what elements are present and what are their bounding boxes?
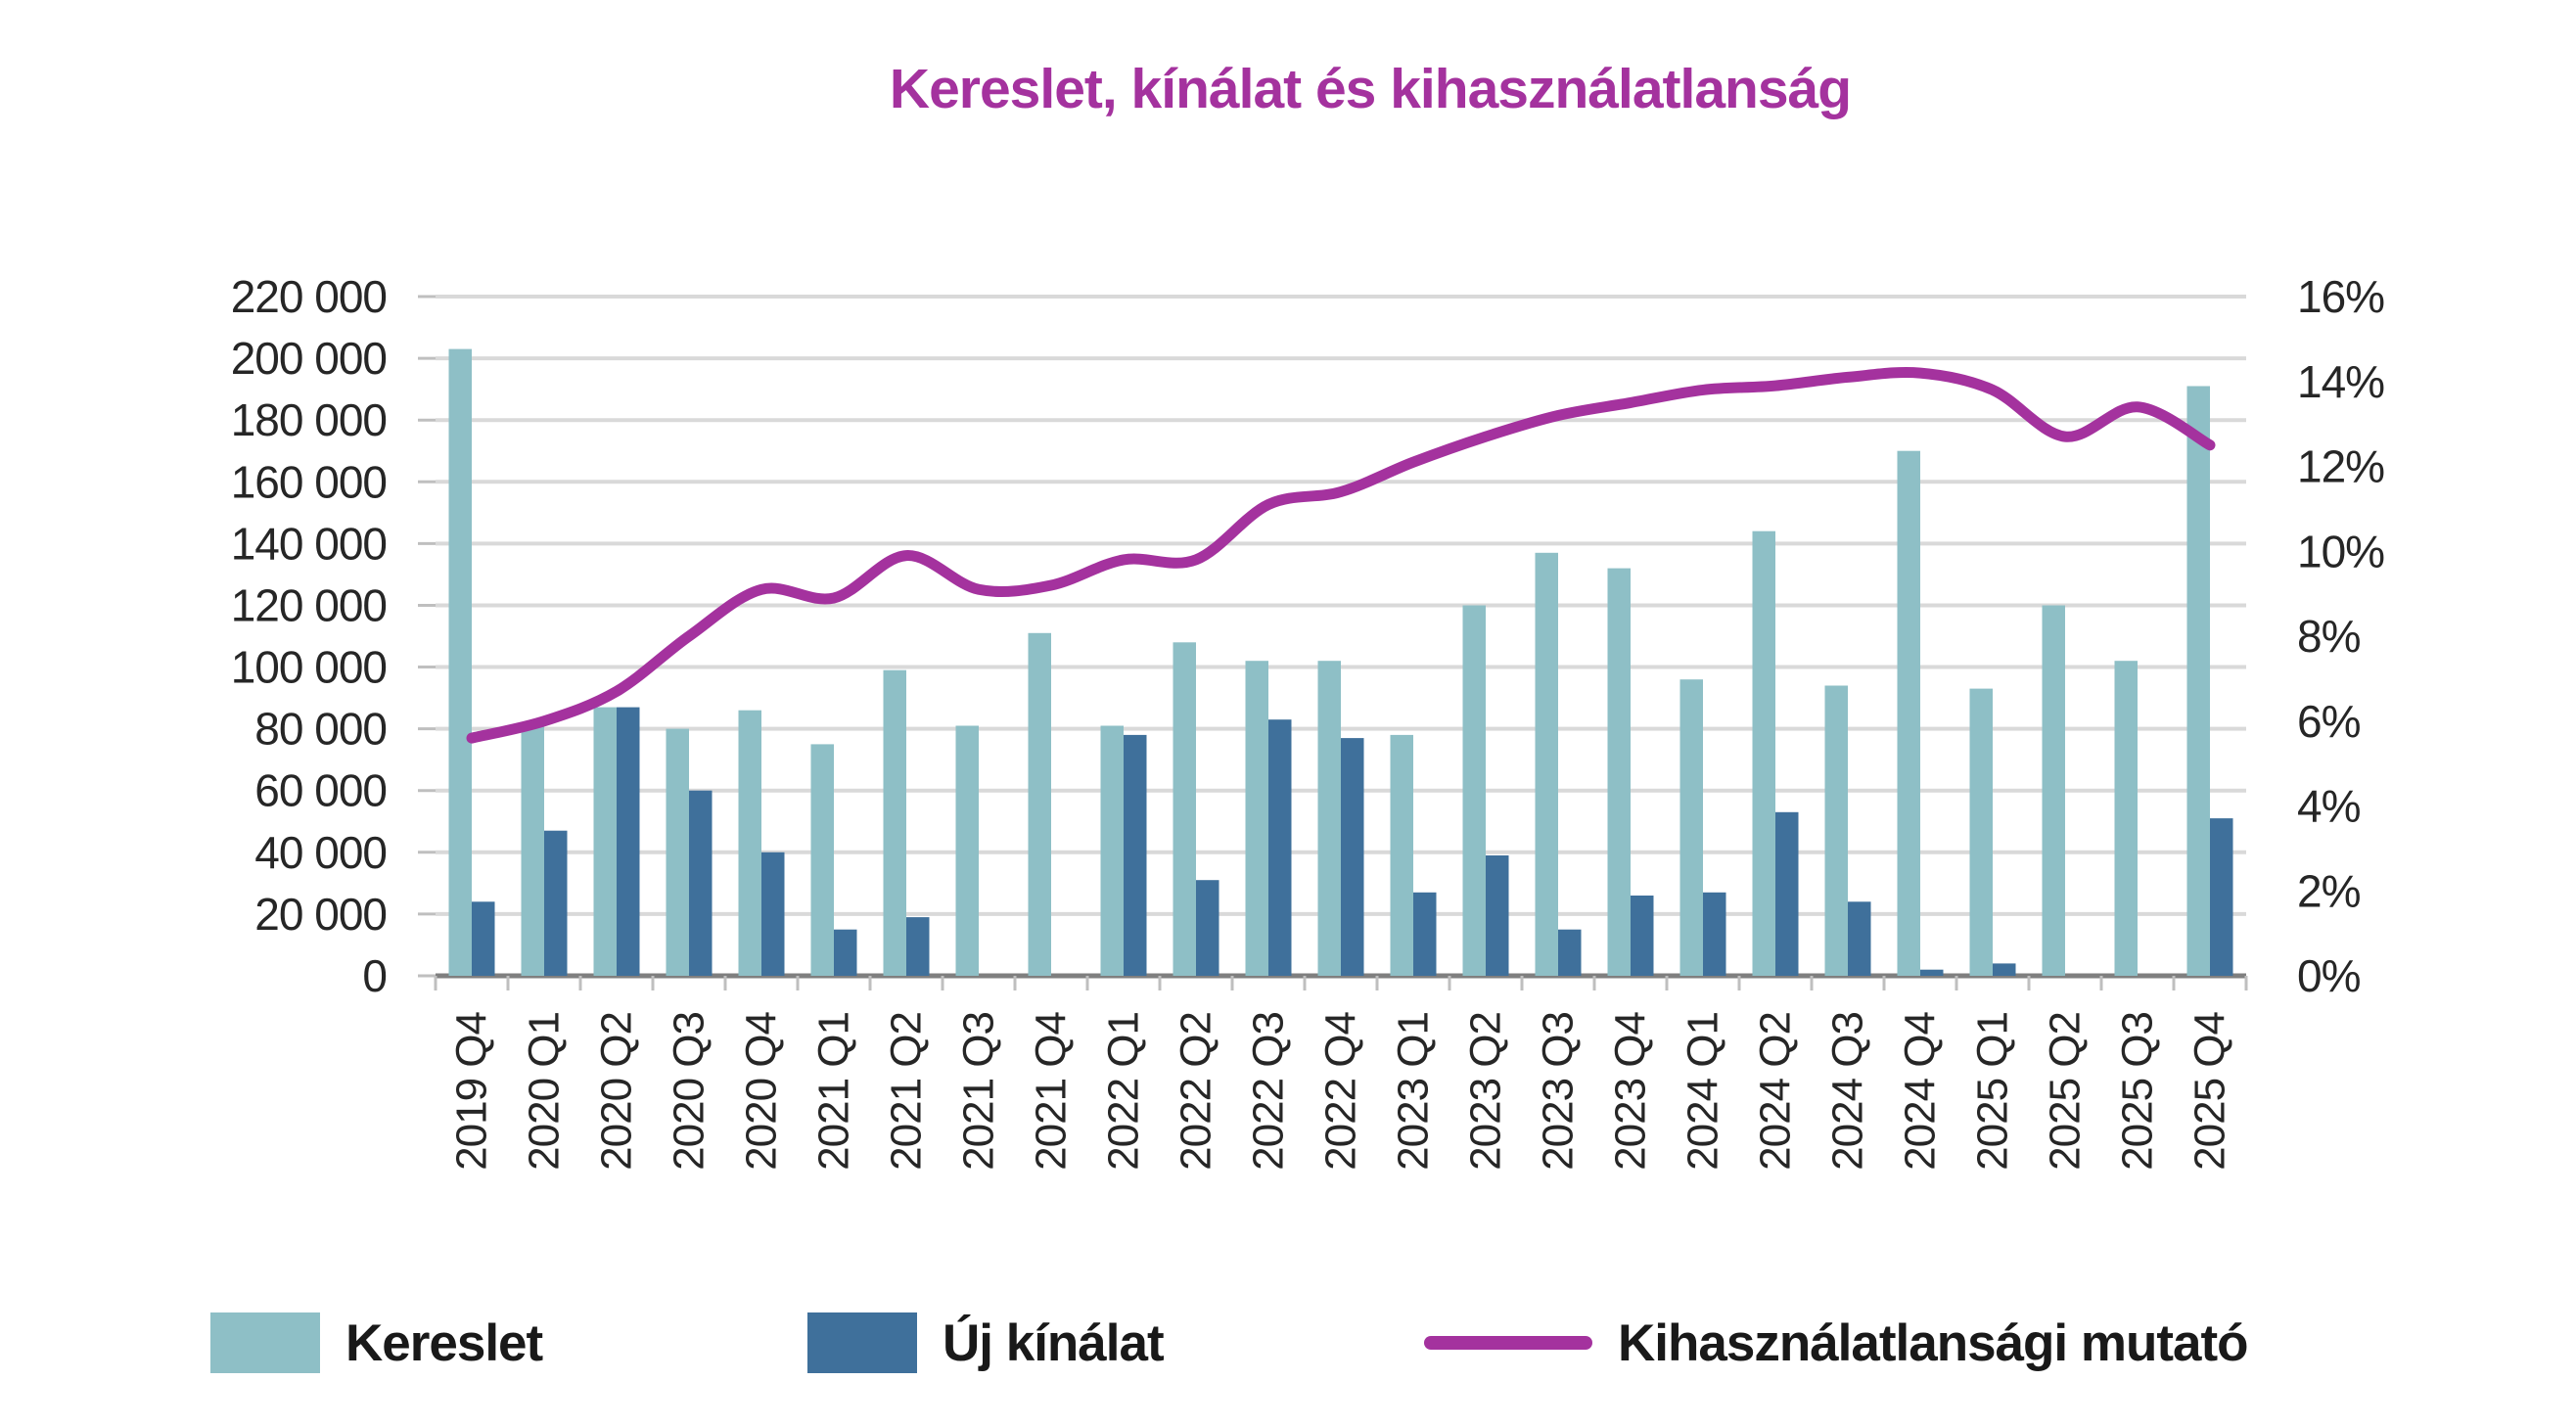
legend-label-uj-kinalat: Új kínálat bbox=[943, 1313, 1165, 1372]
bars-kereslet bbox=[448, 348, 2210, 977]
svg-text:2022 Q1: 2022 Q1 bbox=[1100, 1012, 1148, 1171]
vacancy-line-swatch bbox=[1424, 1336, 1592, 1350]
svg-text:2020 Q2: 2020 Q2 bbox=[593, 1012, 641, 1171]
svg-text:2023 Q3: 2023 Q3 bbox=[1535, 1012, 1583, 1171]
svg-text:20 000: 20 000 bbox=[254, 889, 387, 940]
svg-text:2025 Q4: 2025 Q4 bbox=[2186, 1011, 2234, 1170]
svg-text:2021 Q3: 2021 Q3 bbox=[955, 1012, 1003, 1171]
svg-text:14%: 14% bbox=[2297, 356, 2384, 407]
svg-text:2023 Q1: 2023 Q1 bbox=[1390, 1012, 1438, 1171]
legend-item-vacancy: Kihasználatlansági mutató bbox=[1424, 1304, 2249, 1382]
svg-text:2022 Q4: 2022 Q4 bbox=[1317, 1011, 1365, 1170]
legend-label-vacancy: Kihasználatlansági mutató bbox=[1618, 1313, 2249, 1372]
legend-item-uj-kinalat: Új kínálat bbox=[807, 1304, 1165, 1382]
x-axis-labels: 2019 Q4 2020 Q1 2020 Q2 2020 Q3 2020 Q4 2021 … bbox=[448, 1011, 2234, 1170]
svg-text:2020 Q4: 2020 Q4 bbox=[738, 1011, 786, 1170]
svg-text:2021 Q2: 2021 Q2 bbox=[883, 1012, 931, 1171]
svg-text:2024 Q1: 2024 Q1 bbox=[1679, 1012, 1727, 1171]
y-axis-left-labels: 0 20 000 40 000 60 000 80 000 100 000 120 000 1… bbox=[231, 271, 388, 1001]
svg-text:220 000: 220 000 bbox=[231, 271, 387, 322]
svg-text:2%: 2% bbox=[2297, 865, 2361, 916]
svg-text:2024 Q4: 2024 Q4 bbox=[1897, 1011, 1945, 1170]
svg-text:2021 Q4: 2021 Q4 bbox=[1028, 1011, 1076, 1170]
svg-text:2025 Q2: 2025 Q2 bbox=[2042, 1012, 2090, 1171]
svg-text:2020 Q3: 2020 Q3 bbox=[666, 1012, 713, 1171]
svg-text:2025 Q1: 2025 Q1 bbox=[1969, 1012, 2017, 1171]
svg-text:10%: 10% bbox=[2297, 526, 2384, 576]
svg-text:100 000: 100 000 bbox=[231, 642, 387, 693]
svg-text:12%: 12% bbox=[2297, 441, 2384, 492]
svg-text:16%: 16% bbox=[2297, 271, 2384, 322]
svg-text:2020 Q1: 2020 Q1 bbox=[521, 1012, 569, 1171]
svg-text:200 000: 200 000 bbox=[231, 333, 387, 384]
svg-text:160 000: 160 000 bbox=[231, 456, 387, 507]
vacancy-line bbox=[466, 367, 2216, 744]
svg-text:8%: 8% bbox=[2297, 611, 2361, 662]
kereslet-swatch bbox=[210, 1312, 320, 1373]
svg-text:80 000: 80 000 bbox=[254, 704, 387, 755]
uj-kinalat-swatch bbox=[807, 1312, 917, 1373]
chart-title: Kereslet, kínálat és kihasználatlanság bbox=[889, 58, 1852, 120]
svg-text:2022 Q3: 2022 Q3 bbox=[1245, 1012, 1293, 1171]
svg-text:2021 Q1: 2021 Q1 bbox=[810, 1012, 858, 1171]
svg-text:4%: 4% bbox=[2297, 781, 2361, 832]
svg-text:60 000: 60 000 bbox=[254, 765, 387, 816]
svg-text:2022 Q2: 2022 Q2 bbox=[1173, 1012, 1220, 1171]
svg-text:0: 0 bbox=[362, 950, 387, 1001]
y-axis-right-labels: 0% 2% 4% 6% 8% 10% 12% 14% 16% bbox=[2297, 271, 2385, 1001]
legend: Kereslet Új kínálat Kihasználatlansági m… bbox=[0, 1304, 2576, 1382]
svg-text:140 000: 140 000 bbox=[231, 518, 387, 569]
svg-text:2024 Q3: 2024 Q3 bbox=[1824, 1012, 1872, 1171]
x-axis-ticks bbox=[434, 976, 2248, 990]
svg-text:2023 Q2: 2023 Q2 bbox=[1462, 1012, 1510, 1171]
left-axis-ticks bbox=[418, 295, 436, 978]
bars-uj-kinalat bbox=[472, 707, 2233, 976]
legend-item-kereslet: Kereslet bbox=[210, 1304, 543, 1382]
svg-text:40 000: 40 000 bbox=[254, 827, 387, 878]
svg-text:2024 Q2: 2024 Q2 bbox=[1752, 1012, 1800, 1171]
svg-text:2023 Q4: 2023 Q4 bbox=[1607, 1011, 1655, 1170]
svg-text:120 000: 120 000 bbox=[231, 580, 387, 631]
svg-text:2025 Q3: 2025 Q3 bbox=[2114, 1012, 2162, 1171]
svg-text:180 000: 180 000 bbox=[231, 394, 387, 445]
legend-label-kereslet: Kereslet bbox=[345, 1313, 543, 1372]
svg-text:2019 Q4: 2019 Q4 bbox=[448, 1011, 496, 1170]
svg-text:6%: 6% bbox=[2297, 696, 2361, 747]
svg-text:0%: 0% bbox=[2297, 950, 2361, 1001]
